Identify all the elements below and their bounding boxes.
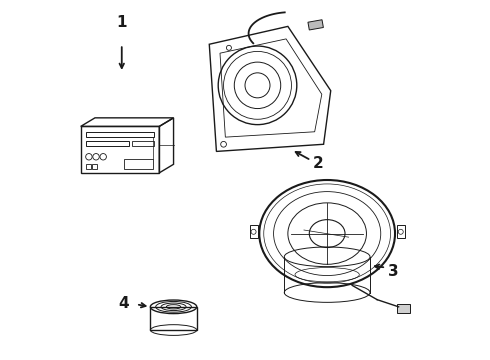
Bar (86, 132, 154, 137)
Bar (92, 164, 97, 168)
Bar (150, 307, 197, 330)
Bar (132, 141, 154, 146)
Text: 2: 2 (313, 157, 323, 171)
Text: 4: 4 (118, 296, 129, 311)
Bar (308, 20, 323, 30)
Text: 1: 1 (117, 15, 127, 30)
Bar (86, 141, 129, 146)
Bar (123, 158, 153, 168)
Bar (86, 164, 91, 168)
Text: 3: 3 (388, 264, 398, 279)
Bar (397, 225, 405, 238)
Bar (249, 225, 258, 238)
Bar (397, 304, 411, 313)
